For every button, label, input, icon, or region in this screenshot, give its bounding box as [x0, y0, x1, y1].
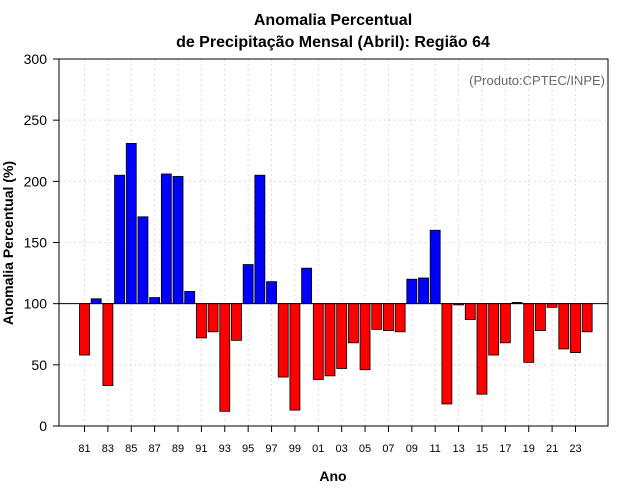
- y-tick-label-0: 0: [39, 418, 47, 434]
- x-tick-label-07: 07: [382, 443, 394, 455]
- bar-86: [137, 216, 149, 305]
- bar-09: [406, 278, 418, 305]
- bar-88: [160, 173, 172, 305]
- x-tick-label-19: 19: [523, 443, 535, 455]
- y-tick-label-4: 200: [24, 173, 48, 189]
- bar-94: [231, 303, 242, 341]
- x-tick-label-05: 05: [359, 443, 371, 455]
- bar-83: [102, 303, 114, 387]
- bar-19: [523, 303, 535, 363]
- bar-12: [441, 303, 453, 405]
- bar-92: [207, 303, 219, 333]
- x-axis-label: Ano: [319, 468, 346, 484]
- x-tick-label-83: 83: [102, 443, 114, 455]
- bar-23: [570, 303, 581, 353]
- bar-16: [488, 303, 500, 356]
- chart-title-line1: Anomalia Percentual: [254, 12, 412, 29]
- bar-99: [289, 303, 301, 411]
- y-axis-label: Anomalia Percentual (%): [0, 161, 16, 325]
- bar-20: [535, 303, 546, 331]
- x-tick-label-13: 13: [452, 443, 464, 455]
- bar-17: [499, 303, 511, 344]
- bar-96: [254, 174, 266, 305]
- x-ticks: 81 83 85 87 89 91 93 95 97 99 01 03 05 07 09 11 13 15 17 19…: [78, 426, 582, 455]
- bar-02: [324, 303, 336, 377]
- bar-00: [301, 267, 313, 305]
- x-tick-label-15: 15: [476, 443, 488, 455]
- bar-91: [195, 303, 207, 339]
- x-tick-label-23: 23: [569, 443, 581, 455]
- x-tick-label-87: 87: [149, 443, 161, 455]
- x-tick-label-99: 99: [289, 443, 301, 455]
- x-tick-label-21: 21: [546, 443, 558, 455]
- y-ticks: 0 50 100 150 200 250 300: [24, 51, 59, 434]
- bar-82: [90, 298, 102, 305]
- x-tick-label-93: 93: [219, 443, 231, 455]
- x-tick-label-95: 95: [242, 443, 254, 455]
- bar-87: [149, 297, 161, 305]
- bar-05: [359, 303, 371, 371]
- bar-22: [558, 303, 570, 350]
- x-tick-label-17: 17: [499, 443, 511, 455]
- bar-95: [242, 264, 254, 305]
- bar-04: [347, 303, 359, 344]
- bar-89: [172, 176, 184, 305]
- x-tick-label-09: 09: [406, 443, 418, 455]
- bar-01: [312, 303, 324, 380]
- bar-10: [418, 277, 429, 305]
- bar-24: [581, 303, 593, 333]
- y-tick-label-5: 250: [24, 112, 48, 128]
- y-tick-label-2: 100: [24, 296, 48, 312]
- y-tick-label-3: 150: [24, 235, 48, 251]
- plot-frame: [58, 58, 609, 427]
- x-tick-label-11: 11: [429, 443, 440, 455]
- x-tick-label-01: 01: [312, 443, 324, 455]
- y-tick-label-1: 50: [31, 357, 47, 373]
- x-tick-label-81: 81: [78, 443, 90, 455]
- bar-85: [125, 143, 137, 305]
- bar-97: [266, 281, 277, 305]
- y-tick-label-6: 300: [24, 51, 48, 67]
- bar-90: [184, 291, 196, 305]
- bar-81: [79, 303, 90, 356]
- chart-title-line2: de Precipitação Mensal (Abril): Região 6…: [176, 34, 490, 51]
- bar-06: [371, 303, 383, 330]
- bar-15: [476, 303, 488, 395]
- bar-93: [219, 303, 231, 412]
- x-tick-label-03: 03: [336, 443, 348, 455]
- credit-text: (Produto:CPTEC/INPE): [469, 73, 605, 88]
- bar-14: [464, 303, 476, 320]
- bar-11: [429, 229, 441, 305]
- bar-07: [383, 303, 394, 331]
- x-tick-label-89: 89: [172, 443, 184, 455]
- bar-84: [114, 174, 125, 305]
- bar-21: [546, 303, 558, 308]
- x-tick-label-85: 85: [125, 443, 137, 455]
- bar-98: [277, 303, 289, 378]
- bar-03: [336, 303, 348, 369]
- x-tick-label-97: 97: [265, 443, 277, 455]
- bar-08: [394, 303, 406, 333]
- x-tick-label-91: 91: [195, 443, 207, 455]
- bars: [79, 143, 593, 412]
